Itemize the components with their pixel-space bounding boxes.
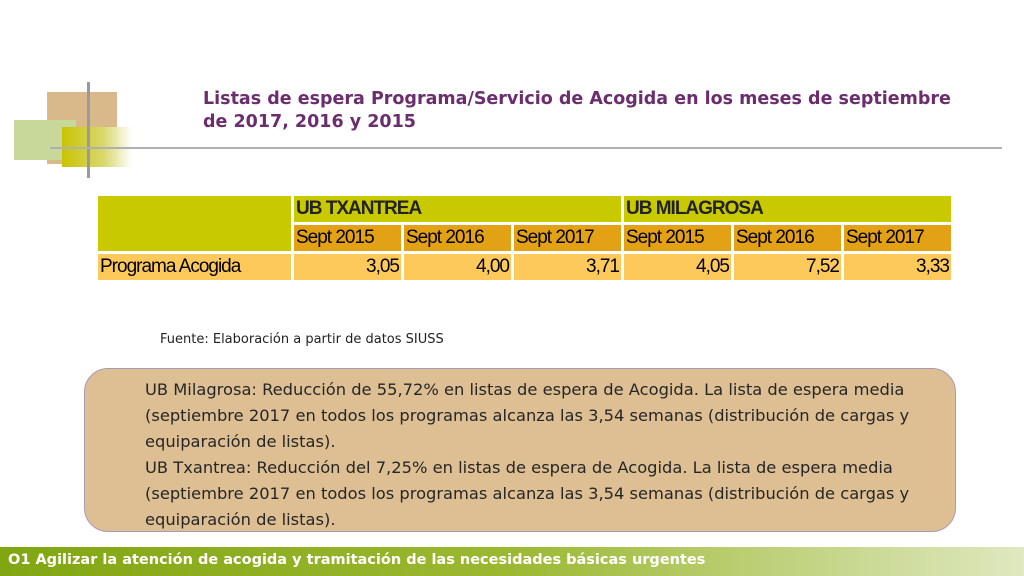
note-txantrea: UB Txantrea: Reducción del 7,25% en list… <box>145 458 910 529</box>
source-note: Fuente: Elaboración a partir de datos SI… <box>160 332 444 347</box>
slide-title: Listas de espera Programa/Servicio de Ac… <box>203 89 951 132</box>
table-cell: 4,00 <box>404 254 511 280</box>
table-cell: 7,52 <box>734 254 841 280</box>
period-header: Sept 2015 <box>624 225 731 251</box>
row-label: Programa Acogida <box>98 254 291 280</box>
table-cell: 3,71 <box>514 254 621 280</box>
group-header-txantrea: UB TXANTREA <box>294 196 621 222</box>
notes-box: UB Milagrosa: Reducción de 55,72% en lis… <box>84 368 956 532</box>
waiting-list-table: UB TXANTREA UB MILAGROSA Sept 2015 Sept … <box>95 193 954 283</box>
table-period-header-row: Sept 2015 Sept 2016 Sept 2017 Sept 2015 … <box>98 225 951 251</box>
table-group-header-row: UB TXANTREA UB MILAGROSA <box>98 196 951 251</box>
note-milagrosa: UB Milagrosa: Reducción de 55,72% en lis… <box>145 380 910 451</box>
table-row: Programa Acogida 3,05 4,00 3,71 4,05 7,5… <box>98 254 951 280</box>
period-header: Sept 2017 <box>844 225 951 251</box>
period-header: Sept 2016 <box>734 225 841 251</box>
header-divider-line <box>50 147 1002 149</box>
footer-text: O1 Agilizar la atención de acogida y tra… <box>8 552 706 568</box>
period-header: Sept 2015 <box>294 225 401 251</box>
table-cell: 3,33 <box>844 254 951 280</box>
group-header-milagrosa: UB MILAGROSA <box>624 196 951 222</box>
table-cell: 4,05 <box>624 254 731 280</box>
decor-vertical-line <box>87 82 90 178</box>
period-header: Sept 2016 <box>404 225 511 251</box>
table-corner-cell <box>98 196 291 251</box>
period-header: Sept 2017 <box>514 225 621 251</box>
table-cell: 3,05 <box>294 254 401 280</box>
footer-bar: O1 Agilizar la atención de acogida y tra… <box>0 547 1024 576</box>
